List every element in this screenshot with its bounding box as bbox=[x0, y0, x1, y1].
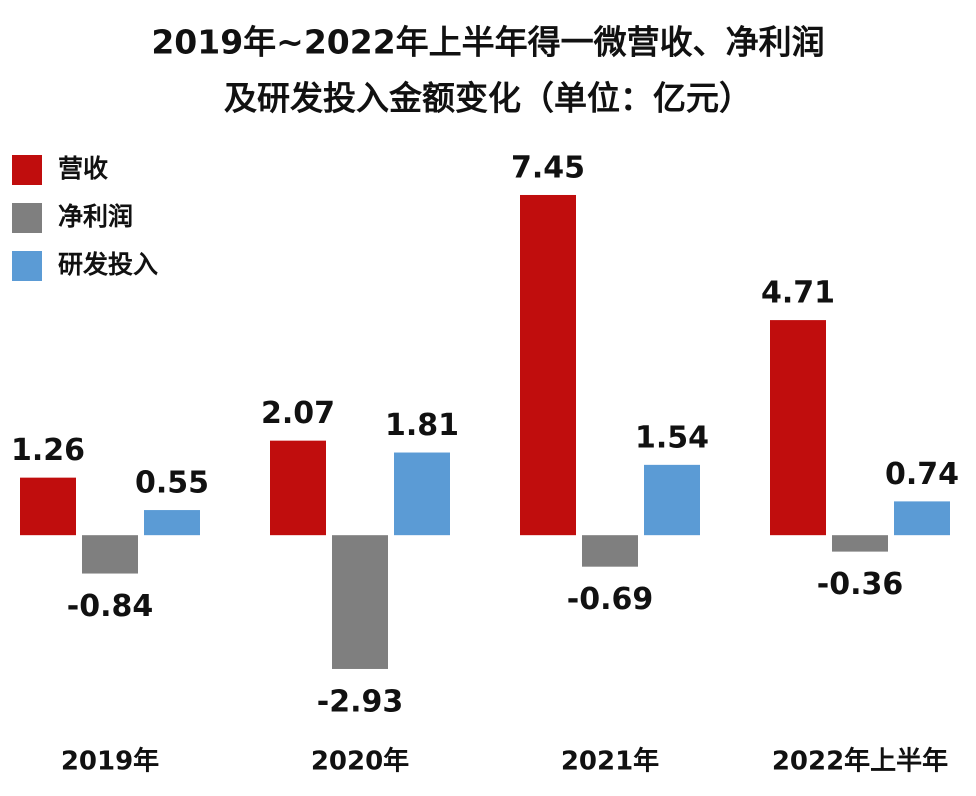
value-label: 1.26 bbox=[11, 433, 85, 468]
value-label: 0.55 bbox=[135, 466, 209, 501]
bar bbox=[582, 535, 638, 567]
bar bbox=[394, 452, 450, 536]
bar bbox=[144, 510, 200, 536]
value-label: -2.93 bbox=[317, 684, 403, 719]
chart-title: 及研发投入金额变化（单位：亿元） bbox=[224, 79, 752, 118]
legend-swatch bbox=[12, 155, 42, 185]
x-tick-label: 2020年 bbox=[311, 746, 409, 777]
x-tick-label: 2022年上半年 bbox=[772, 746, 948, 777]
legend-label: 营收 bbox=[58, 154, 108, 183]
value-label: 7.45 bbox=[511, 150, 585, 185]
bar bbox=[770, 320, 826, 536]
legend-label: 净利润 bbox=[58, 202, 133, 231]
bar bbox=[894, 501, 950, 536]
chart-title: 2019年~2022年上半年得一微营收、净利润 bbox=[151, 23, 824, 62]
value-label: 2.07 bbox=[261, 396, 335, 431]
legend-swatch bbox=[12, 251, 42, 281]
value-label: 1.54 bbox=[635, 420, 709, 455]
value-label: -0.36 bbox=[817, 567, 903, 602]
bar bbox=[270, 440, 326, 536]
x-tick-label: 2019年 bbox=[61, 746, 159, 777]
bar bbox=[520, 194, 576, 536]
value-label: 4.71 bbox=[761, 276, 835, 311]
value-label: -0.84 bbox=[67, 589, 153, 624]
bar bbox=[82, 535, 138, 574]
bar bbox=[20, 477, 76, 536]
bar bbox=[644, 464, 700, 536]
bar bbox=[832, 535, 888, 552]
bar bbox=[332, 535, 388, 669]
legend-swatch bbox=[12, 203, 42, 233]
value-label: 0.74 bbox=[885, 457, 959, 492]
value-label: 1.81 bbox=[385, 408, 459, 443]
value-label: -0.69 bbox=[567, 582, 653, 617]
x-tick-label: 2021年 bbox=[561, 746, 659, 777]
legend-label: 研发投入 bbox=[58, 250, 158, 279]
